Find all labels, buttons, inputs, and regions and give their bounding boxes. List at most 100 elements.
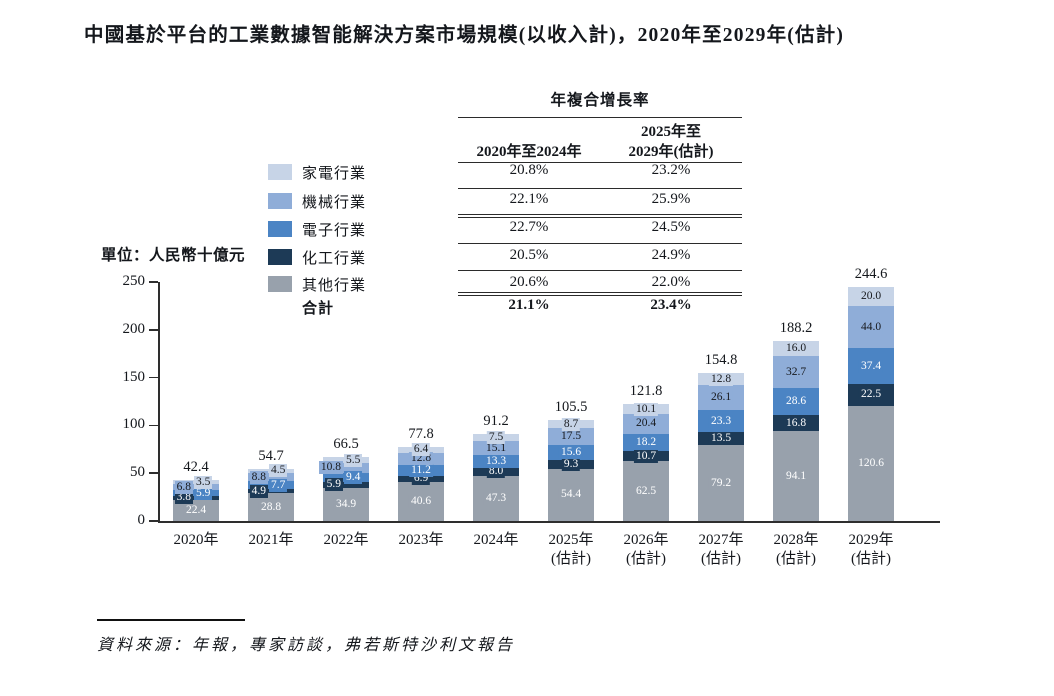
- bar-value-home_appliance: 20.0: [858, 290, 884, 304]
- x-axis-label: 2020年: [151, 531, 241, 550]
- table-rule: [458, 116, 742, 118]
- bar-value-electronics: 37.4: [858, 359, 884, 373]
- bar-value-electronics: 13.3: [483, 455, 509, 469]
- y-axis-tick-label: 250: [122, 273, 146, 289]
- x-axis: [158, 521, 940, 523]
- bar-value-chemical: 10.7: [633, 449, 659, 463]
- bar-value-machinery: 32.7: [783, 365, 809, 379]
- legend-swatch-other: [268, 276, 292, 292]
- x-axis-label: 2022年: [301, 531, 391, 550]
- source-note: 資料來源：年報，專家訪談，弗若斯特沙利文報告: [97, 637, 516, 654]
- bar-total: 66.5: [333, 436, 359, 453]
- y-axis-tick: [149, 472, 158, 474]
- bar-total: 42.4: [183, 459, 209, 476]
- y-axis-tick-label: 50: [130, 464, 145, 481]
- bar-value-machinery: 6.8: [174, 480, 193, 494]
- bar-value-other: 28.8: [258, 500, 284, 514]
- x-axis-label-year: 2025年: [548, 532, 594, 548]
- table-rule: [458, 243, 742, 244]
- bar-value-electronics: 5.9: [194, 486, 213, 500]
- bar-value-machinery: 26.1: [708, 391, 734, 405]
- stacked-bar: 79.2 13.5 23.3 26.1 12.8: [698, 372, 744, 521]
- legend-label: 合計: [302, 301, 335, 317]
- bar-total: 121.8: [629, 383, 663, 400]
- table-rule: [458, 217, 742, 218]
- cagr-value-2020-2024: 20.5%: [509, 247, 549, 263]
- y-axis-tick: [149, 424, 158, 427]
- cagr-value-2025-2029: 24.5%: [651, 219, 691, 235]
- y-axis-tick: [149, 281, 158, 283]
- bar-value-other: 79.2: [708, 476, 734, 490]
- bar-value-electronics: 18.2: [633, 435, 659, 449]
- bar-value-machinery: 8.8: [249, 470, 268, 484]
- table-rule: [458, 292, 742, 293]
- x-axis-label-year: 2026年: [623, 532, 669, 548]
- bar-value-electronics: 9.4: [344, 471, 363, 484]
- bar-total: 244.6: [854, 266, 888, 283]
- cagr-value-2020-2024: 20.8%: [509, 162, 549, 178]
- bar-total: 188.2: [779, 320, 813, 337]
- bar-value-electronics: 28.6: [783, 394, 809, 408]
- x-axis-label: 2026年 (估計): [601, 531, 691, 569]
- cagr-col-header-2025-2029-line1: 2025年至: [640, 124, 701, 140]
- bar-value-home_appliance: 16.0: [783, 342, 809, 356]
- legend-label: 電子行業: [302, 223, 367, 239]
- legend-label: 機械行業: [302, 195, 367, 211]
- bar-value-machinery: 44.0: [858, 320, 884, 334]
- bar-value-home_appliance: 7.5: [486, 430, 506, 444]
- cagr-value-2025-2029: 24.9%: [651, 247, 691, 263]
- y-axis-tick: [149, 329, 158, 331]
- stacked-bar: 54.4 9.3 15.6 17.5 8.7: [548, 417, 594, 521]
- x-axis-label-year: 2022年: [323, 532, 369, 548]
- table-rule: [458, 188, 742, 189]
- x-axis-label: 2027年 (估計): [676, 531, 766, 569]
- x-axis-label-year: 2027年: [698, 532, 744, 548]
- bar-value-machinery: 20.4: [633, 417, 659, 431]
- stacked-bar: 120.6 22.5 37.4 44.0 20.0: [848, 287, 894, 521]
- cagr-value-2020-2024: 21.1%: [508, 297, 550, 313]
- bar-value-chemical: 8.0: [486, 465, 506, 479]
- bar-value-chemical: 3.8: [174, 491, 193, 505]
- stacked-bar: 22.4 3.8 5.9 6.8 3.5: [173, 475, 219, 521]
- x-axis-label: 2028年 (估計): [751, 531, 841, 569]
- bar-value-home_appliance: 3.5: [194, 475, 213, 489]
- x-axis-label-year: 2023年: [398, 532, 444, 548]
- bar-value-home_appliance: 4.5: [269, 464, 288, 478]
- bar-segment-machinery: [323, 462, 369, 473]
- bar-value-home_appliance: 10.1: [633, 402, 659, 416]
- cagr-value-2020-2024: 22.1%: [509, 191, 549, 207]
- bar-value-other: 120.6: [856, 456, 886, 470]
- y-axis-tick: [149, 520, 158, 522]
- table-rule: [458, 295, 742, 296]
- x-axis-label: 2029年 (估計): [826, 531, 916, 569]
- cagr-col-header-2025-2029-line2: 2029年(估計): [628, 144, 714, 160]
- legend-swatch-electronics: [268, 221, 292, 237]
- cagr-col-header-2020-2024: 2020年至2024年: [476, 144, 582, 160]
- bar-value-other: 94.1: [783, 469, 809, 483]
- x-axis-label-note: (估計): [851, 551, 891, 567]
- x-axis-label-year: 2020年: [173, 532, 219, 548]
- bar-value-chemical: 4.9: [249, 484, 268, 498]
- bar-total: 54.7: [258, 447, 284, 464]
- stacked-bar: 94.1 16.8 28.6 32.7 16.0: [773, 341, 819, 521]
- cagr-value-2025-2029: 22.0%: [651, 274, 691, 290]
- x-axis-label-year: 2021年: [248, 532, 294, 548]
- cagr-table-title: 年複合增長率: [550, 92, 650, 109]
- cagr-value-2025-2029: 25.9%: [651, 191, 691, 207]
- bar-value-other: 22.4: [183, 503, 209, 517]
- legend-swatch-machinery: [268, 193, 292, 209]
- bar-value-chemical: 16.8: [783, 416, 809, 430]
- cagr-value-2025-2029: 23.4%: [650, 297, 692, 313]
- stacked-bar: 34.9 5.9 9.4 10.8 5.5: [318, 453, 369, 521]
- bar-value-electronics: 23.3: [708, 414, 734, 428]
- legend-label: 化工行業: [302, 251, 367, 267]
- bar-value-other: 54.4: [558, 488, 584, 502]
- chart-title: 中國基於平台的工業數據智能解決方案市場規模(以收入計)，2020年至2029年(…: [84, 25, 845, 46]
- bar-value-other: 34.9: [333, 497, 359, 511]
- x-axis-label: 2021年: [226, 531, 316, 550]
- x-axis-label: 2025年 (估計): [526, 531, 616, 569]
- bar-value-home_appliance: 8.7: [561, 417, 581, 431]
- y-axis-tick-label: 150: [122, 368, 146, 385]
- y-axis-tick: [149, 376, 158, 379]
